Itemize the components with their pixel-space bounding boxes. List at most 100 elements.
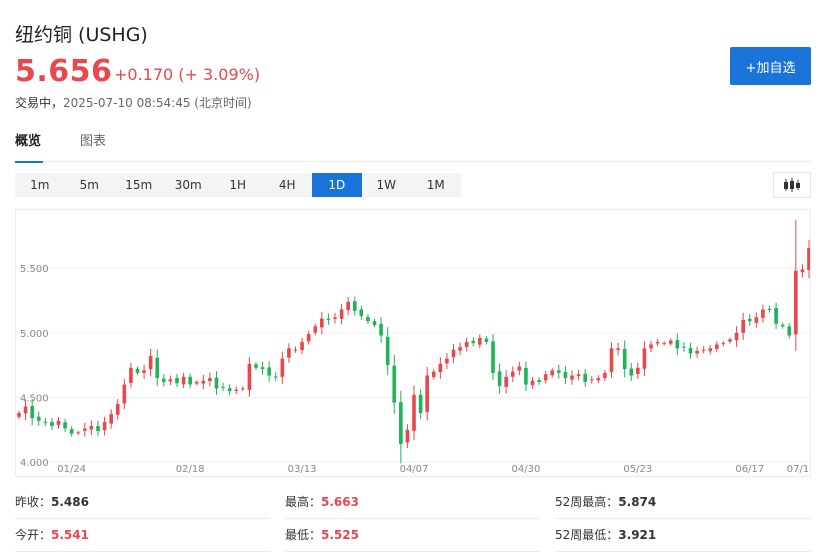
tab-chart[interactable]: 图表 [80, 134, 107, 149]
add-watchlist-button[interactable]: +加自选 [730, 47, 811, 85]
candle-body [517, 366, 522, 371]
stat-value: 5.486 [51, 495, 89, 509]
candle-body [754, 317, 759, 323]
candle-body [431, 371, 436, 378]
period-1m[interactable]: 1m [30, 178, 50, 192]
period-5m[interactable]: 5m [79, 178, 99, 192]
candle-body [76, 432, 81, 434]
candle-body [142, 370, 146, 373]
candle-body [708, 348, 713, 352]
candle-body [794, 270, 798, 335]
candle-body [320, 318, 324, 328]
price-change: +0.170 (+ 3.09%) [114, 65, 261, 84]
stat-label: 今开： [15, 528, 52, 542]
candle-body [175, 377, 179, 384]
candle-body [583, 373, 587, 382]
candle-body [359, 309, 364, 317]
period-30m[interactable]: 30m [174, 178, 202, 192]
candle-body [83, 428, 87, 431]
period-4h[interactable]: 4H [278, 178, 296, 192]
candle-body [484, 338, 489, 342]
x-tick-label: 05/23 [623, 464, 652, 475]
candle-body [181, 376, 186, 385]
candle-body [247, 363, 252, 390]
candle-body [23, 406, 28, 414]
candle-body [780, 324, 785, 327]
candle-body [800, 269, 805, 273]
candle-body [63, 422, 67, 429]
x-tick-label: 07/1 [787, 464, 809, 475]
candle-body [609, 348, 614, 372]
candle-body [688, 348, 693, 354]
candle-body [109, 414, 113, 424]
stat-label: 最低： [285, 528, 322, 542]
candle-body [491, 341, 495, 373]
candle-body [241, 388, 245, 390]
candle-body [300, 341, 304, 351]
candle-body [30, 406, 34, 419]
period-1w[interactable]: 1W [376, 178, 397, 192]
candle-body [458, 347, 462, 351]
candle-body [589, 379, 594, 381]
stat-label: 昨收： [15, 495, 52, 509]
candle-body [655, 341, 660, 344]
candle-body [293, 349, 298, 351]
candle-body [313, 326, 318, 333]
candle-body [543, 374, 548, 381]
x-tick-label: 04/30 [512, 464, 541, 475]
candle-body [392, 365, 397, 403]
candle-body [675, 340, 680, 349]
candle-body [537, 380, 541, 382]
period-1d[interactable]: 1D [312, 173, 362, 197]
candle-body [287, 348, 291, 358]
stat-label: 最高： [285, 495, 322, 509]
candle-body [570, 375, 574, 380]
stat-open: 今开：5.541 [15, 519, 270, 552]
candle-body [510, 371, 515, 377]
candle-body [234, 389, 239, 392]
candle-body [471, 340, 476, 344]
candle-body [36, 416, 41, 421]
candle-body [208, 378, 212, 382]
candle-body [201, 380, 206, 384]
candle-body [280, 358, 285, 377]
candle-body [721, 343, 726, 345]
candle-body [273, 376, 278, 378]
candle-body [372, 321, 377, 326]
candle-body [682, 346, 686, 348]
candle-body [497, 371, 502, 386]
period-15m[interactable]: 15m [125, 178, 153, 192]
candle-body [530, 380, 535, 386]
candle-body [385, 336, 390, 366]
candle-body [214, 377, 219, 389]
period-1h[interactable]: 1H [229, 178, 247, 192]
candle-body [399, 402, 403, 445]
candle-body [445, 358, 449, 364]
candle-body [761, 309, 765, 318]
period-selector: 1m 5m 15m 30m 1H 4H 1D 1W 1M [15, 173, 461, 197]
candle-body [352, 301, 357, 311]
candle-body [115, 403, 120, 415]
candle-body [56, 420, 61, 425]
candle-body [807, 248, 810, 270]
candle-body [504, 376, 508, 387]
period-1mo[interactable]: 1M [426, 178, 445, 192]
quote-datetime: 2025-07-10 08:54:45 [63, 96, 191, 110]
candle-body [366, 317, 370, 322]
candle-body [662, 343, 666, 345]
x-tick-label: 04/07 [400, 464, 429, 475]
candle-body [267, 367, 271, 376]
price-chart[interactable]: 5.500 5.000 4.500 4.000 01/24 02/18 03/13 04/07… [15, 209, 811, 477]
candle-body [89, 425, 94, 430]
trade-state: 交易中， [15, 96, 64, 110]
candlestick-icon [784, 178, 800, 192]
candle-body [102, 422, 107, 431]
candle-body [734, 332, 739, 341]
tab-bar: 概览 图表 [15, 132, 811, 163]
candle-body [333, 317, 337, 319]
chart-type-button[interactable] [773, 172, 811, 198]
candle-body [747, 318, 752, 322]
candle-body [96, 425, 100, 432]
candlestick-chart: 5.500 5.000 4.500 4.000 01/24 02/18 03/13 04/07… [16, 219, 810, 475]
tab-overview[interactable]: 概览 [15, 132, 44, 163]
